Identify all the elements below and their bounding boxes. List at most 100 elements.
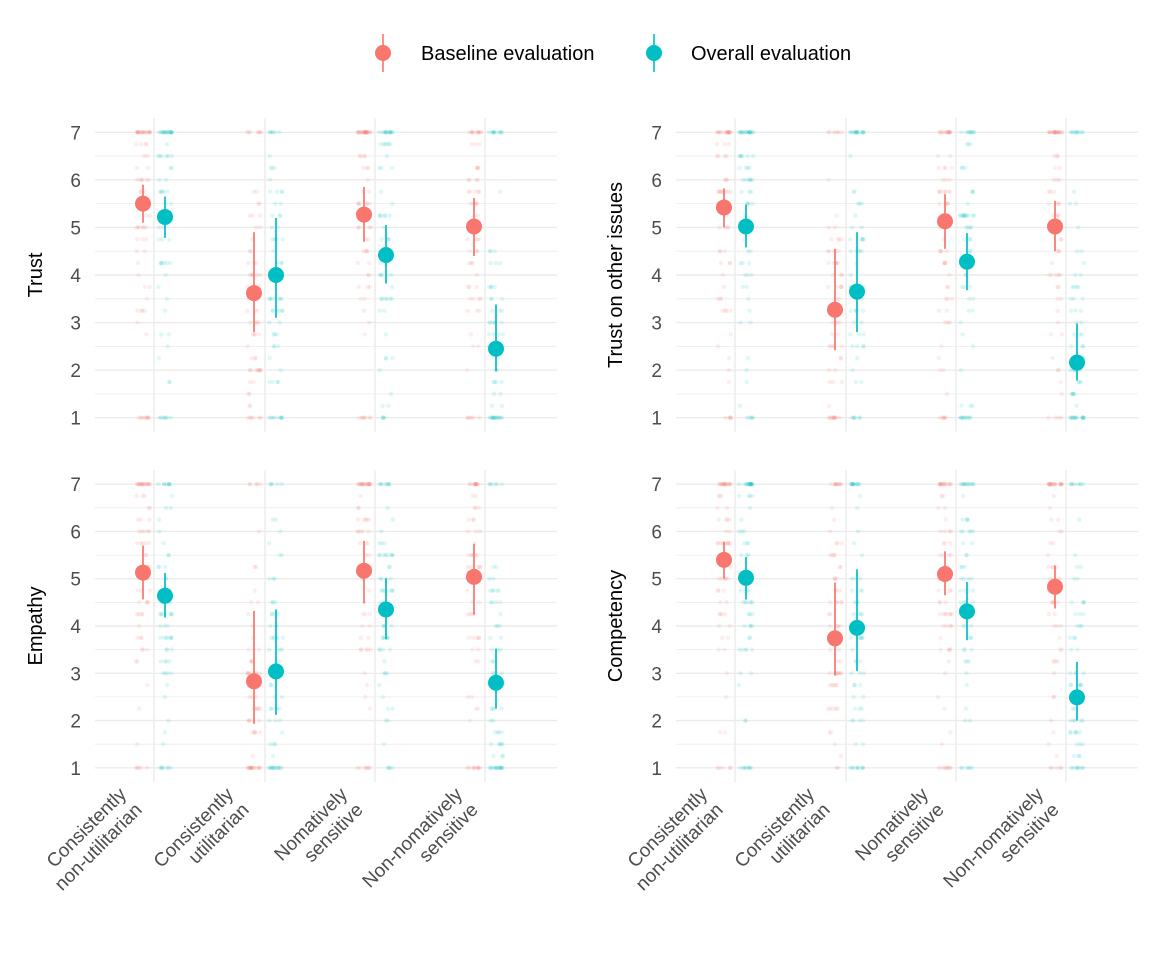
raw-point <box>272 765 278 771</box>
raw-point <box>499 415 505 420</box>
raw-point <box>829 237 834 242</box>
raw-point <box>255 308 260 313</box>
raw-point <box>382 671 387 676</box>
raw-point <box>832 576 838 581</box>
raw-point <box>1075 623 1080 629</box>
raw-point <box>380 635 386 641</box>
raw-point <box>1050 564 1055 570</box>
raw-point <box>498 765 504 771</box>
raw-point <box>367 481 372 487</box>
raw-point <box>1068 415 1073 420</box>
raw-point <box>139 635 144 641</box>
raw-point <box>145 529 151 534</box>
raw-point <box>257 272 263 278</box>
raw-point <box>467 130 472 135</box>
raw-point <box>728 332 733 337</box>
raw-point <box>379 588 384 593</box>
raw-point <box>851 682 857 688</box>
raw-point <box>168 611 174 617</box>
raw-point <box>158 659 164 664</box>
raw-point <box>467 189 473 194</box>
raw-point <box>858 588 863 593</box>
raw-point <box>715 153 721 159</box>
raw-point <box>385 671 390 676</box>
raw-point <box>747 493 753 499</box>
raw-point <box>138 481 143 487</box>
raw-point <box>725 130 731 135</box>
raw-point <box>478 564 484 570</box>
raw-point <box>158 260 164 266</box>
raw-point <box>856 201 861 206</box>
raw-point <box>839 600 844 605</box>
raw-point <box>736 682 742 688</box>
raw-point <box>497 765 502 771</box>
raw-point <box>947 588 952 593</box>
raw-point <box>134 130 139 135</box>
raw-point <box>1049 517 1054 522</box>
raw-point <box>740 177 746 183</box>
raw-point <box>831 415 836 420</box>
raw-point <box>368 415 373 420</box>
raw-point <box>491 130 497 135</box>
grid <box>676 470 1138 782</box>
raw-point <box>958 415 963 420</box>
raw-point <box>135 225 140 230</box>
raw-point <box>252 356 258 361</box>
raw-point <box>830 682 835 688</box>
raw-point <box>944 391 950 397</box>
raw-point <box>1075 415 1080 420</box>
raw-point <box>937 201 942 206</box>
raw-point <box>1075 647 1080 652</box>
raw-point <box>491 130 496 135</box>
raw-point <box>166 481 172 487</box>
raw-point <box>1071 130 1076 135</box>
raw-point <box>718 600 723 605</box>
raw-point <box>492 379 497 385</box>
raw-point <box>717 611 722 617</box>
raw-point <box>490 308 495 313</box>
raw-point <box>279 647 285 652</box>
raw-point <box>937 130 942 135</box>
raw-point <box>158 611 164 617</box>
raw-point <box>367 611 372 617</box>
raw-point <box>386 130 391 135</box>
raw-point <box>493 623 499 629</box>
raw-point <box>386 481 391 487</box>
raw-point <box>715 153 720 159</box>
raw-point <box>381 623 386 629</box>
raw-point <box>379 237 384 242</box>
raw-point <box>499 730 504 735</box>
raw-point <box>1049 272 1054 278</box>
mean-point <box>135 195 151 212</box>
raw-point <box>726 481 732 487</box>
raw-point <box>1046 741 1052 747</box>
raw-point <box>246 765 251 771</box>
raw-point <box>1059 332 1064 337</box>
raw-point <box>719 481 725 487</box>
raw-point <box>249 694 255 700</box>
raw-point <box>468 332 473 337</box>
raw-point <box>491 379 496 385</box>
raw-point <box>486 332 492 337</box>
raw-point <box>960 213 966 218</box>
raw-point <box>750 153 756 159</box>
raw-point <box>498 611 503 617</box>
raw-point <box>1056 367 1061 373</box>
raw-point <box>964 659 970 664</box>
raw-point <box>164 130 170 135</box>
raw-point <box>145 600 151 605</box>
raw-point <box>940 552 946 558</box>
raw-point <box>380 415 385 420</box>
raw-point <box>1080 130 1086 135</box>
raw-point <box>945 296 950 301</box>
raw-point <box>267 296 273 301</box>
raw-point <box>257 765 262 771</box>
raw-point <box>970 308 975 313</box>
raw-point <box>943 296 948 301</box>
raw-point <box>496 730 502 735</box>
raw-point <box>364 481 370 487</box>
raw-point <box>380 588 385 593</box>
raw-point <box>245 671 251 676</box>
raw-point <box>378 481 383 487</box>
raw-point <box>388 391 394 397</box>
